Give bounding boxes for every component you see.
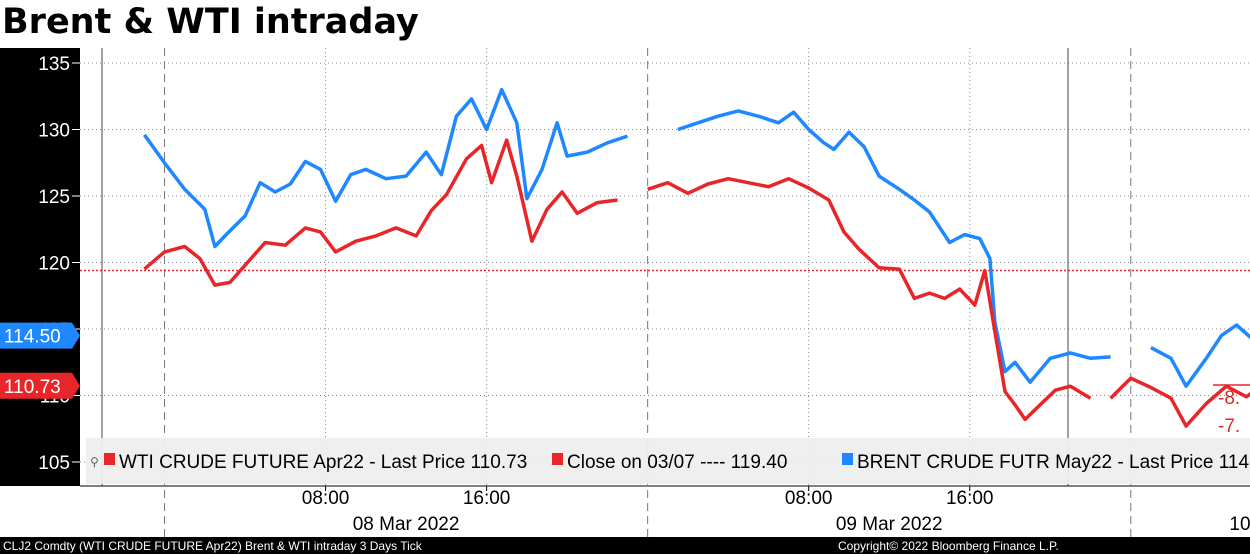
series-line-wti: [647, 176, 1092, 422]
legend: WTI CRUDE FUTURE Apr22 - Last Price 110.…: [86, 438, 1250, 484]
right-axis-label: -8.: [1218, 388, 1240, 409]
y-axis-panel: [0, 48, 80, 486]
y-tick-label: 130: [38, 121, 70, 142]
x-tick-label: 08:00: [302, 488, 350, 509]
x-date-label: 10: [1229, 514, 1250, 535]
series-line-wti: [1109, 376, 1250, 428]
tag-shape: [0, 322, 80, 349]
y-tick-label: 135: [38, 54, 70, 75]
x-date-label: 08 Mar 2022: [353, 514, 460, 535]
y-tick-label: 125: [38, 187, 70, 208]
legend-swatch: [552, 453, 563, 465]
y-tick-label: 120: [38, 254, 70, 275]
legend-swatch: [104, 453, 115, 465]
series-line-brent: [1150, 323, 1250, 388]
right-axis-label: -7.: [1218, 416, 1240, 437]
x-tick-label: 08:00: [785, 488, 833, 509]
legend-label: WTI CRUDE FUTURE Apr22 - Last Price 110.…: [119, 452, 527, 473]
plot-area: [80, 48, 1250, 486]
legend-pin-icon: ⚲: [90, 455, 99, 469]
last-value-tags: 114.50 110.73 -8. -7.: [0, 322, 1250, 437]
tag-value: 110.73: [4, 377, 61, 398]
y-tick-label: 105: [38, 453, 70, 474]
x-date-label: 09 Mar 2022: [836, 514, 943, 535]
chart-title: Brent & WTI intraday: [2, 2, 419, 42]
x-tick-label: 16:00: [946, 488, 994, 509]
legend-label: BRENT CRUDE FUTR May22 - Last Price 114: [857, 452, 1249, 473]
legend-label: Close on 03/07 ---- 119.40: [567, 452, 787, 473]
series-line-brent: [677, 109, 1111, 384]
tag-shape: [0, 372, 80, 399]
series-line-wti: [143, 138, 618, 287]
last-value-tag: 110.73: [0, 372, 80, 399]
series-lines: [142, 87, 1250, 428]
price-chart: 105110115120125130135 08:0016:0008:0016:…: [0, 48, 1250, 554]
tag-value: 114.50: [4, 327, 61, 348]
legend-box: [86, 438, 1250, 484]
footer-right-text: Copyright© 2022 Bloomberg Finance L.P.: [838, 539, 1059, 553]
footer-left-text: CLJ2 Comdty (WTI CRUDE FUTURE Apr22) Bre…: [3, 539, 423, 553]
last-value-tag: 114.50: [0, 322, 80, 349]
series-line-brent: [142, 87, 629, 249]
footer-bar: [0, 537, 1250, 554]
legend-swatch: [842, 453, 853, 465]
x-tick-label: 16:00: [463, 488, 511, 509]
